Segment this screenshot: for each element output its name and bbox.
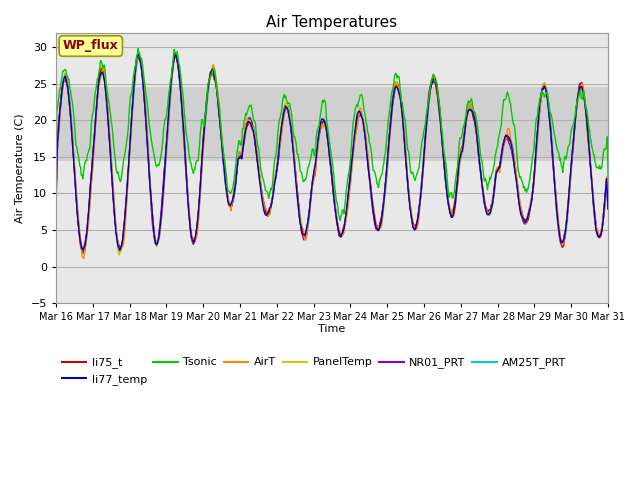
li77_temp (401, 140, 408, 146)
li77_temp (604, 206, 612, 212)
PanelTemp (115, 252, 123, 258)
li75_t (177, 85, 184, 91)
AirT (52, 206, 60, 212)
Tsonic (417, 149, 424, 155)
AirT (177, 83, 184, 88)
li77_temp (177, 85, 184, 91)
AM25T_PRT (52, 209, 60, 215)
NR01_PRT (78, 246, 86, 252)
li75_t (401, 140, 408, 146)
Line: li75_t: li75_t (56, 55, 608, 252)
li75_t (205, 74, 213, 80)
NR01_PRT (604, 206, 612, 212)
Bar (56, 87, 608, 160)
Legend: li75_t, li77_temp, Tsonic, AirT, PanelTemp, NR01_PRT, AM25T_PRT: li75_t, li77_temp, Tsonic, AirT, PanelTe… (61, 358, 566, 385)
AM25T_PRT (604, 192, 612, 197)
AM25T_PRT (205, 75, 213, 81)
li75_t (120, 228, 127, 234)
NR01_PRT (171, 51, 179, 57)
PanelTemp (401, 139, 408, 144)
Line: Tsonic: Tsonic (56, 48, 608, 221)
li75_t (417, 192, 424, 198)
AirT (417, 194, 424, 200)
Tsonic (336, 218, 344, 224)
NR01_PRT (120, 231, 127, 237)
PanelTemp (177, 86, 184, 92)
AM25T_PRT (177, 80, 184, 85)
Tsonic (134, 46, 142, 51)
AM25T_PRT (80, 251, 88, 256)
li77_temp (52, 197, 60, 203)
PanelTemp (62, 76, 70, 82)
AirT (80, 256, 88, 262)
AM25T_PRT (120, 235, 127, 240)
li77_temp (172, 51, 180, 57)
AM25T_PRT (401, 133, 408, 139)
Line: AM25T_PRT: AM25T_PRT (56, 52, 608, 253)
Tsonic (604, 173, 612, 179)
PanelTemp (205, 76, 213, 82)
AM25T_PRT (62, 73, 70, 79)
AirT (401, 132, 408, 138)
Line: AirT: AirT (56, 56, 608, 259)
li75_t (52, 195, 60, 201)
AM25T_PRT (417, 193, 424, 199)
NR01_PRT (177, 84, 184, 90)
PanelTemp (171, 51, 179, 57)
AirT (205, 79, 213, 85)
Tsonic (62, 67, 70, 73)
li77_temp (120, 228, 127, 234)
li77_temp (417, 193, 424, 199)
li77_temp (116, 247, 124, 253)
AirT (120, 241, 127, 247)
Line: NR01_PRT: NR01_PRT (56, 54, 608, 249)
Line: PanelTemp: PanelTemp (56, 54, 608, 255)
NR01_PRT (205, 76, 213, 82)
Text: WP_flux: WP_flux (63, 39, 118, 52)
PanelTemp (417, 192, 424, 197)
PanelTemp (120, 231, 127, 237)
AM25T_PRT (172, 49, 180, 55)
PanelTemp (52, 196, 60, 202)
AirT (62, 70, 70, 75)
NR01_PRT (52, 193, 60, 199)
li77_temp (62, 75, 70, 81)
Tsonic (401, 116, 408, 122)
NR01_PRT (62, 78, 70, 84)
Y-axis label: Air Temperature (C): Air Temperature (C) (15, 113, 25, 223)
NR01_PRT (417, 189, 424, 194)
li75_t (62, 79, 70, 84)
li75_t (171, 52, 179, 58)
NR01_PRT (401, 140, 408, 145)
li75_t (604, 205, 612, 211)
Title: Air Temperatures: Air Temperatures (266, 15, 397, 30)
Tsonic (176, 63, 184, 69)
Tsonic (119, 164, 127, 169)
AirT (604, 193, 612, 199)
Tsonic (52, 162, 60, 168)
X-axis label: Time: Time (318, 324, 346, 334)
PanelTemp (604, 205, 612, 211)
li77_temp (205, 77, 213, 83)
AirT (135, 53, 143, 59)
Tsonic (205, 80, 212, 85)
li75_t (79, 250, 86, 255)
Line: li77_temp: li77_temp (56, 54, 608, 250)
